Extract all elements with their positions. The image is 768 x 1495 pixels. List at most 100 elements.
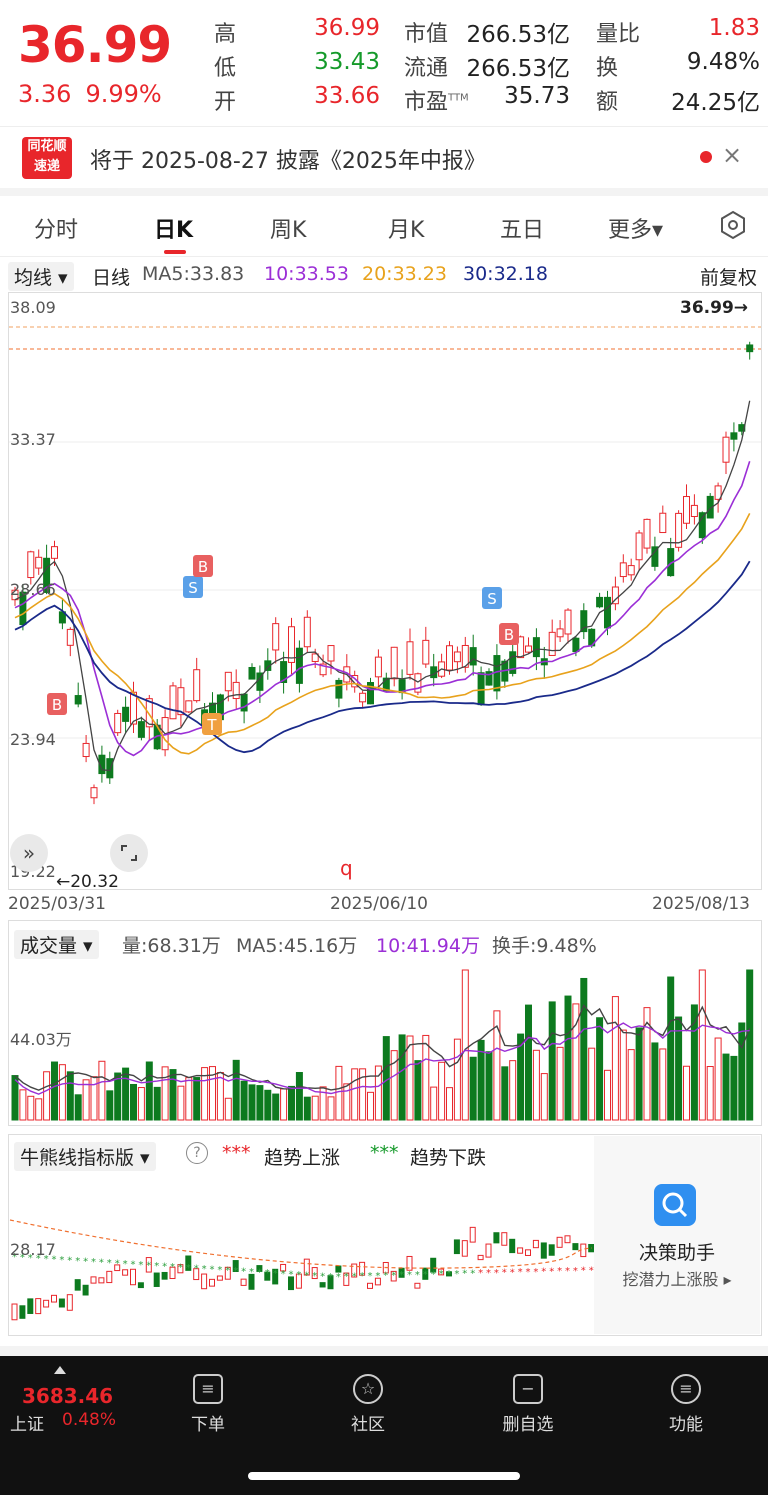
- indicator-candle: [548, 1244, 555, 1256]
- mktcap-value: 266.53亿: [466, 22, 570, 48]
- volume-bar: [556, 1046, 564, 1121]
- nav-community[interactable]: ☆ 社区: [318, 1374, 418, 1435]
- candle: [185, 700, 193, 713]
- candle: [359, 692, 367, 703]
- tab-five-day[interactable]: 五日: [500, 218, 545, 243]
- indicator-select[interactable]: 牛熊线指标版 ▾: [14, 1142, 156, 1171]
- index-value[interactable]: 3683.46: [22, 1384, 114, 1408]
- trend-dot: *: [257, 1268, 262, 1279]
- y-label-2: 33.37: [10, 430, 56, 449]
- turnover-value: 9.48%: [686, 49, 760, 75]
- volume-bar: [706, 1066, 714, 1121]
- high-label: 高: [214, 22, 237, 47]
- volume-bar: [540, 1073, 548, 1121]
- nav-remove-label: 删自选: [502, 1415, 554, 1435]
- volume-bar: [493, 1010, 501, 1121]
- trend-dot: *: [391, 1270, 396, 1281]
- volume-bar: [137, 1087, 145, 1121]
- pe-value: 35.73: [504, 83, 570, 109]
- trend-dot: *: [186, 1263, 191, 1274]
- nav-remove-watchlist[interactable]: − 删自选: [478, 1374, 578, 1435]
- indicator-candle: [11, 1303, 18, 1321]
- indicator-candle: [556, 1236, 563, 1248]
- open-value: 33.66: [314, 83, 380, 109]
- candle: [604, 596, 611, 629]
- indicator-candle: [351, 1263, 358, 1278]
- indicator-candle: [311, 1267, 318, 1280]
- volume-bar: [311, 1095, 319, 1121]
- tab-daily-k[interactable]: 日K: [154, 218, 194, 243]
- trend-dot: *: [565, 1266, 570, 1277]
- candle: [327, 645, 335, 662]
- tab-monthly-k[interactable]: 月K: [388, 218, 425, 243]
- remove-icon: −: [513, 1374, 543, 1404]
- indicator-candle: [525, 1249, 531, 1256]
- ma20-value: 20:33.23: [362, 263, 447, 285]
- volume-bar: [295, 1072, 303, 1121]
- indicator-candle: [406, 1255, 413, 1271]
- trend-dot: *: [83, 1257, 88, 1268]
- tab-intraday[interactable]: 分时: [34, 218, 79, 243]
- indicator-candle: [58, 1298, 65, 1308]
- indicator-candle: [106, 1270, 113, 1284]
- candle: [651, 546, 659, 567]
- candle: [643, 518, 651, 549]
- trend-dot: *: [533, 1267, 538, 1278]
- trend-dot: *: [581, 1266, 586, 1277]
- kline-chart-frame[interactable]: [8, 292, 762, 890]
- candle: [272, 623, 280, 651]
- volume-chart-frame[interactable]: [8, 920, 762, 1126]
- bottom-nav: 3683.46 上证 0.48% ≡ 下单 ☆ 社区 − 删自选 ≡ 功能: [0, 1356, 768, 1495]
- volume-bar: [643, 1007, 651, 1121]
- volume-bar: [90, 1076, 98, 1121]
- tab-more[interactable]: 更多▾: [608, 218, 664, 243]
- nav-order[interactable]: ≡ 下单: [158, 1374, 258, 1435]
- volume-bar: [572, 1003, 580, 1121]
- indicator-candle: [327, 1275, 334, 1290]
- indicator-candle: [422, 1267, 429, 1280]
- candle: [90, 787, 98, 799]
- candle: [240, 693, 248, 712]
- low-label: 低: [214, 56, 237, 81]
- candle: [311, 653, 319, 662]
- indicator-candle: [19, 1305, 26, 1319]
- ma-select[interactable]: 均线 ▾: [8, 262, 74, 291]
- volume-bar: [659, 1048, 667, 1121]
- indicator-chart-frame[interactable]: [8, 1134, 762, 1336]
- trend-down-label: 趋势下跌: [410, 1147, 487, 1169]
- volume-bar: [461, 969, 469, 1121]
- fullscreen-icon[interactable]: [110, 834, 148, 872]
- indicator-candle: [232, 1260, 239, 1272]
- volume-bar: [367, 1091, 374, 1121]
- candle: [596, 596, 604, 608]
- trend-dot: *: [304, 1271, 309, 1282]
- volume-bar: [446, 1087, 453, 1121]
- help-icon[interactable]: ?: [186, 1142, 208, 1164]
- trend-dot: *: [470, 1268, 475, 1279]
- adjust-mode[interactable]: 前复权: [700, 267, 758, 289]
- nav-functions[interactable]: ≡ 功能: [636, 1374, 736, 1435]
- indicator-candle: [169, 1266, 176, 1280]
- index-percent: 0.48%: [62, 1410, 117, 1430]
- price-change: 3.36 9.99%: [18, 80, 162, 108]
- notice-text[interactable]: 将于 2025-08-27 披露《2025年中报》: [90, 149, 486, 174]
- volume-select[interactable]: 成交量 ▾: [14, 930, 99, 959]
- indicator-candle: [438, 1268, 445, 1276]
- assistant-subtitle[interactable]: 挖潜力上涨股 ▸: [622, 1270, 732, 1289]
- expand-left-icon[interactable]: »: [10, 834, 48, 872]
- candle: [319, 663, 327, 676]
- candle: [477, 672, 485, 706]
- settings-icon[interactable]: [718, 210, 748, 244]
- decision-assistant-card[interactable]: 决策助手 挖潜力上涨股 ▸: [594, 1136, 760, 1334]
- vratio-label: 量比: [596, 22, 641, 47]
- trend-dot: *: [557, 1266, 562, 1277]
- volume-bar: [327, 1096, 335, 1121]
- volume-bar: [240, 1080, 248, 1121]
- notice-bar[interactable]: 同花顺 速递 将于 2025-08-27 披露《2025年中报》 ×: [0, 126, 768, 189]
- close-icon[interactable]: ×: [722, 141, 743, 169]
- tab-weekly-k[interactable]: 周K: [270, 218, 307, 243]
- candle: [509, 651, 517, 674]
- volume-bar: [19, 1089, 27, 1121]
- candle: [683, 496, 690, 524]
